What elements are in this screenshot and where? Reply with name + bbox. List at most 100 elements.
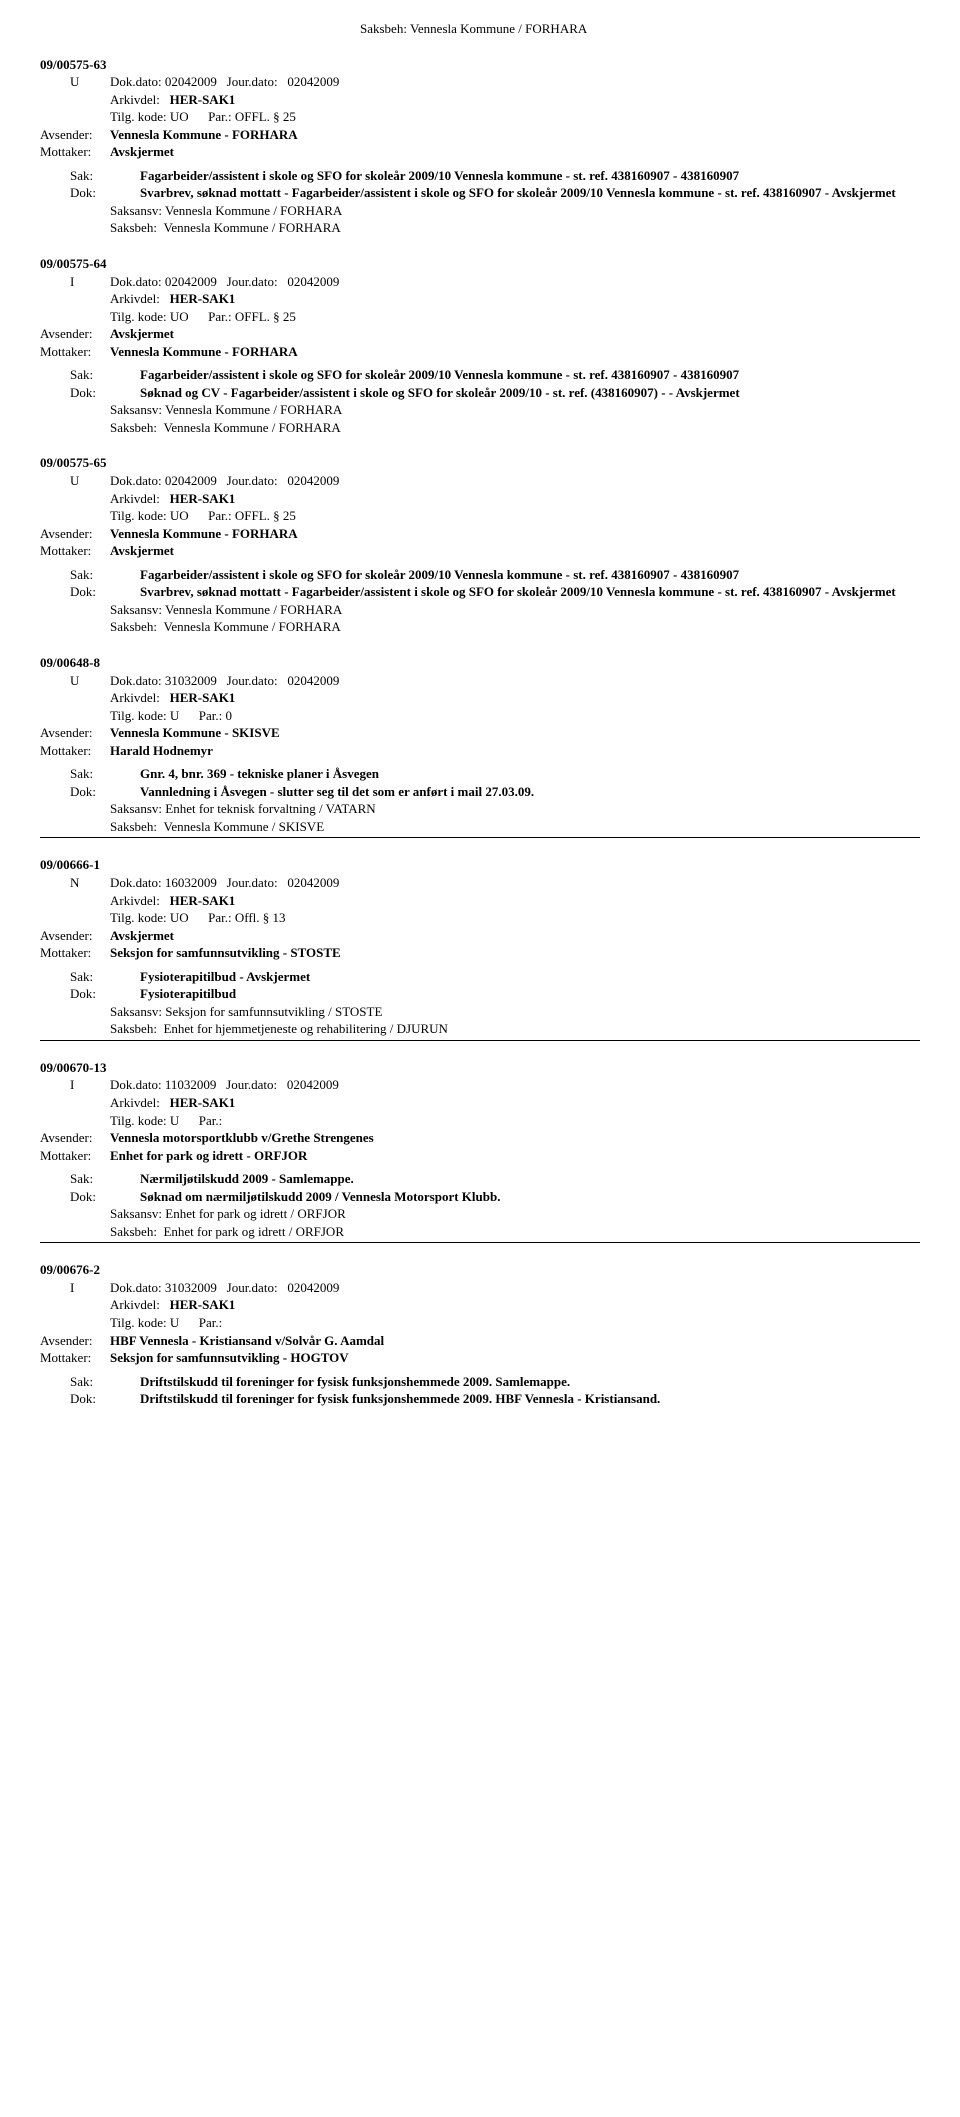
type-letter: N [40, 875, 79, 890]
sak-label: Sak: [40, 366, 140, 384]
mottaker-label: Mottaker: [40, 1147, 110, 1165]
case-id: 09/00575-63 [40, 56, 920, 74]
tilg-line: Tilg. kode: U Par.: [110, 1314, 920, 1332]
avsender-label: Avsender: [40, 126, 110, 144]
doc-date-line: Dok.dato: 02042009 Jour.dato: 02042009 [110, 73, 920, 91]
tilg-kode: Tilg. kode: UO [110, 910, 189, 925]
saksbeh-label: Saksbeh: [110, 819, 157, 834]
mottaker-value: Seksjon for samfunnsutvikling - HOGTOV [110, 1349, 920, 1367]
type-letter: I [40, 1280, 74, 1295]
jour-date-label: Jour.dato: [227, 74, 278, 89]
arkivdel-value: HER-SAK1 [170, 291, 236, 306]
record: 09/00575-64IDok.dato: 02042009 Jour.dato… [40, 255, 920, 436]
arkivdel-line: Arkivdel: HER-SAK1 [110, 290, 920, 308]
dok-value: Søknad om nærmiljøtilskudd 2009 / Vennes… [140, 1188, 920, 1206]
saksansv: Saksansv: Enhet for park og idrett / ORF… [110, 1205, 920, 1223]
arkivdel-value: HER-SAK1 [170, 1297, 236, 1312]
arkivdel-label: Arkivdel: [110, 1297, 160, 1312]
jour-date-label: Jour.dato: [227, 1280, 278, 1295]
mottaker-label: Mottaker: [40, 143, 110, 161]
tilg-kode: Tilg. kode: U [110, 708, 179, 723]
dok-label: Dok: [40, 184, 140, 202]
sak-label: Sak: [40, 1373, 140, 1391]
dok-value: Svarbrev, søknad mottatt - Fagarbeider/a… [140, 184, 920, 202]
mottaker-label: Mottaker: [40, 742, 110, 760]
type-letter: I [40, 1077, 74, 1092]
dok-value: Svarbrev, søknad mottatt - Fagarbeider/a… [140, 583, 920, 601]
case-id: 09/00575-64 [40, 255, 920, 273]
dok-label: Dok: [40, 985, 140, 1003]
arkivdel-label: Arkivdel: [110, 491, 160, 506]
type-letter: U [40, 673, 79, 688]
separator [40, 1242, 920, 1243]
mottaker-value: Seksjon for samfunnsutvikling - STOSTE [110, 944, 920, 962]
saksansv: Saksansv: Vennesla Kommune / FORHARA [110, 601, 920, 619]
case-id: 09/00666-1 [40, 856, 920, 874]
jour-date-value: 02042009 [287, 473, 339, 488]
mottaker-value: Avskjermet [110, 542, 920, 560]
tilg-kode: Tilg. kode: UO [110, 508, 189, 523]
arkivdel-value: HER-SAK1 [170, 1095, 236, 1110]
avsender-label: Avsender: [40, 325, 110, 343]
avsender-label: Avsender: [40, 724, 110, 742]
mottaker-label: Mottaker: [40, 944, 110, 962]
arkivdel-value: HER-SAK1 [170, 92, 236, 107]
sak-value: Fagarbeider/assistent i skole og SFO for… [140, 366, 920, 384]
record: 09/00670-13IDok.dato: 11032009 Jour.dato… [40, 1059, 920, 1243]
arkivdel-line: Arkivdel: HER-SAK1 [110, 892, 920, 910]
saksansv: Saksansv: Vennesla Kommune / FORHARA [110, 401, 920, 419]
sak-value: Gnr. 4, bnr. 369 - tekniske planer i Åsv… [140, 765, 920, 783]
saksbeh-label: Saksbeh: [110, 420, 157, 435]
doc-date: Dok.dato: 31032009 [110, 1280, 217, 1295]
tilg-line: Tilg. kode: U Par.: [110, 1112, 920, 1130]
par: Par.: [199, 1113, 222, 1128]
saksbeh-value: Enhet for hjemmetjeneste og rehabiliteri… [163, 1021, 447, 1036]
type-letter: U [40, 74, 79, 89]
avsender-value: Vennesla Kommune - FORHARA [110, 126, 920, 144]
tilg-kode: Tilg. kode: U [110, 1113, 179, 1128]
par: Par.: OFFL. § 25 [208, 109, 296, 124]
dok-label: Dok: [40, 1188, 140, 1206]
avsender-value: Vennesla motorsportklubb v/Grethe Streng… [110, 1129, 920, 1147]
sak-label: Sak: [40, 167, 140, 185]
jour-date-value: 02042009 [287, 673, 339, 688]
case-id: 09/00670-13 [40, 1059, 920, 1077]
avsender-value: Vennesla Kommune - FORHARA [110, 525, 920, 543]
record: 09/00575-63U Dok.dato: 02042009 Jour.dato… [40, 56, 920, 237]
arkivdel-line: Arkivdel: HER-SAK1 [110, 689, 920, 707]
saksansv: Saksansv: Vennesla Kommune / FORHARA [110, 202, 920, 220]
avsender-value: HBF Vennesla - Kristiansand v/Solvår G. … [110, 1332, 920, 1350]
doc-date: Dok.dato: 02042009 [110, 74, 217, 89]
par: Par.: OFFL. § 25 [208, 309, 296, 324]
arkivdel-line: Arkivdel: HER-SAK1 [110, 91, 920, 109]
record: 09/00666-1N Dok.dato: 16032009 Jour.dato:… [40, 856, 920, 1040]
doc-date: Dok.dato: 02042009 [110, 274, 217, 289]
saksbeh-value: Vennesla Kommune / FORHARA [163, 420, 340, 435]
arkivdel-label: Arkivdel: [110, 291, 160, 306]
arkivdel-label: Arkivdel: [110, 893, 160, 908]
mottaker-label: Mottaker: [40, 1349, 110, 1367]
mottaker-value: Enhet for park og idrett - ORFJOR [110, 1147, 920, 1165]
mottaker-value: Harald Hodnemyr [110, 742, 920, 760]
doc-date-line: Dok.dato: 02042009 Jour.dato: 02042009 [110, 273, 920, 291]
arkivdel-label: Arkivdel: [110, 92, 160, 107]
sak-value: Fysioterapitilbud - Avskjermet [140, 968, 920, 986]
arkivdel-label: Arkivdel: [110, 690, 160, 705]
jour-date-value: 02042009 [287, 74, 339, 89]
dok-value: Vannledning i Åsvegen - slutter seg til … [140, 783, 920, 801]
sak-value: Fagarbeider/assistent i skole og SFO for… [140, 566, 920, 584]
dok-value: Driftstilskudd til foreninger for fysisk… [140, 1390, 920, 1408]
jour-date-label: Jour.dato: [227, 875, 278, 890]
avsender-value: Avskjermet [110, 325, 920, 343]
sak-label: Sak: [40, 765, 140, 783]
saksbeh-value: Vennesla Kommune / FORHARA [163, 220, 340, 235]
doc-date-line: Dok.dato: 16032009 Jour.dato: 02042009 [110, 874, 920, 892]
doc-date-line: Dok.dato: 31032009 Jour.dato: 02042009 [110, 672, 920, 690]
jour-date-value: 02042009 [287, 274, 339, 289]
doc-date-line: Dok.dato: 02042009 Jour.dato: 02042009 [110, 472, 920, 490]
mottaker-value: Avskjermet [110, 143, 920, 161]
jour-date-value: 02042009 [287, 1280, 339, 1295]
saksansv: Saksansv: Enhet for teknisk forvaltning … [110, 800, 920, 818]
par: Par.: OFFL. § 25 [208, 508, 296, 523]
tilg-kode: Tilg. kode: U [110, 1315, 179, 1330]
